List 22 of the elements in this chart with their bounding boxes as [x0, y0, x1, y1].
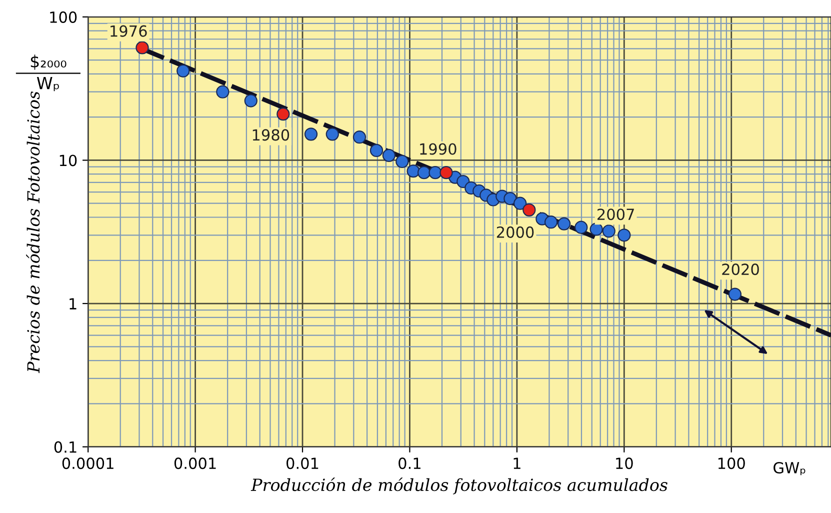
y-tick-label: 1 [70, 298, 76, 310]
y-axis-title: Precios de módulos Fotovoltaicos [26, 91, 40, 374]
text: GWₚ [774, 462, 806, 476]
x-axis-title: Producción de módulos fotovoltaicos acumulados [250, 478, 668, 494]
y-tick-label: 10 [60, 154, 77, 166]
annotation: 2000 [496, 226, 534, 238]
annotation: 2020 [722, 264, 759, 276]
x-tick-label: 0.01 [286, 458, 318, 470]
annotation: 2007 [597, 208, 634, 220]
annotation: 1976 [110, 25, 147, 37]
text: Wₚ [36, 76, 59, 92]
x-tick-label: 0.1 [398, 458, 420, 470]
y-tick-label: 0.1 [54, 441, 76, 453]
annotation: 1990 [420, 143, 456, 155]
y-tick-label: 100 [50, 11, 77, 23]
x-tick-label: 100 [718, 458, 745, 470]
x-tick-label: 10 [616, 458, 633, 470]
annotation: 1980 [252, 129, 290, 141]
x-tick-label: 0.001 [174, 458, 216, 470]
text: $₂₀₀₀ [30, 54, 66, 70]
x-tick-label: 1 [514, 458, 520, 469]
x-tick-label: 0.0001 [62, 458, 114, 470]
